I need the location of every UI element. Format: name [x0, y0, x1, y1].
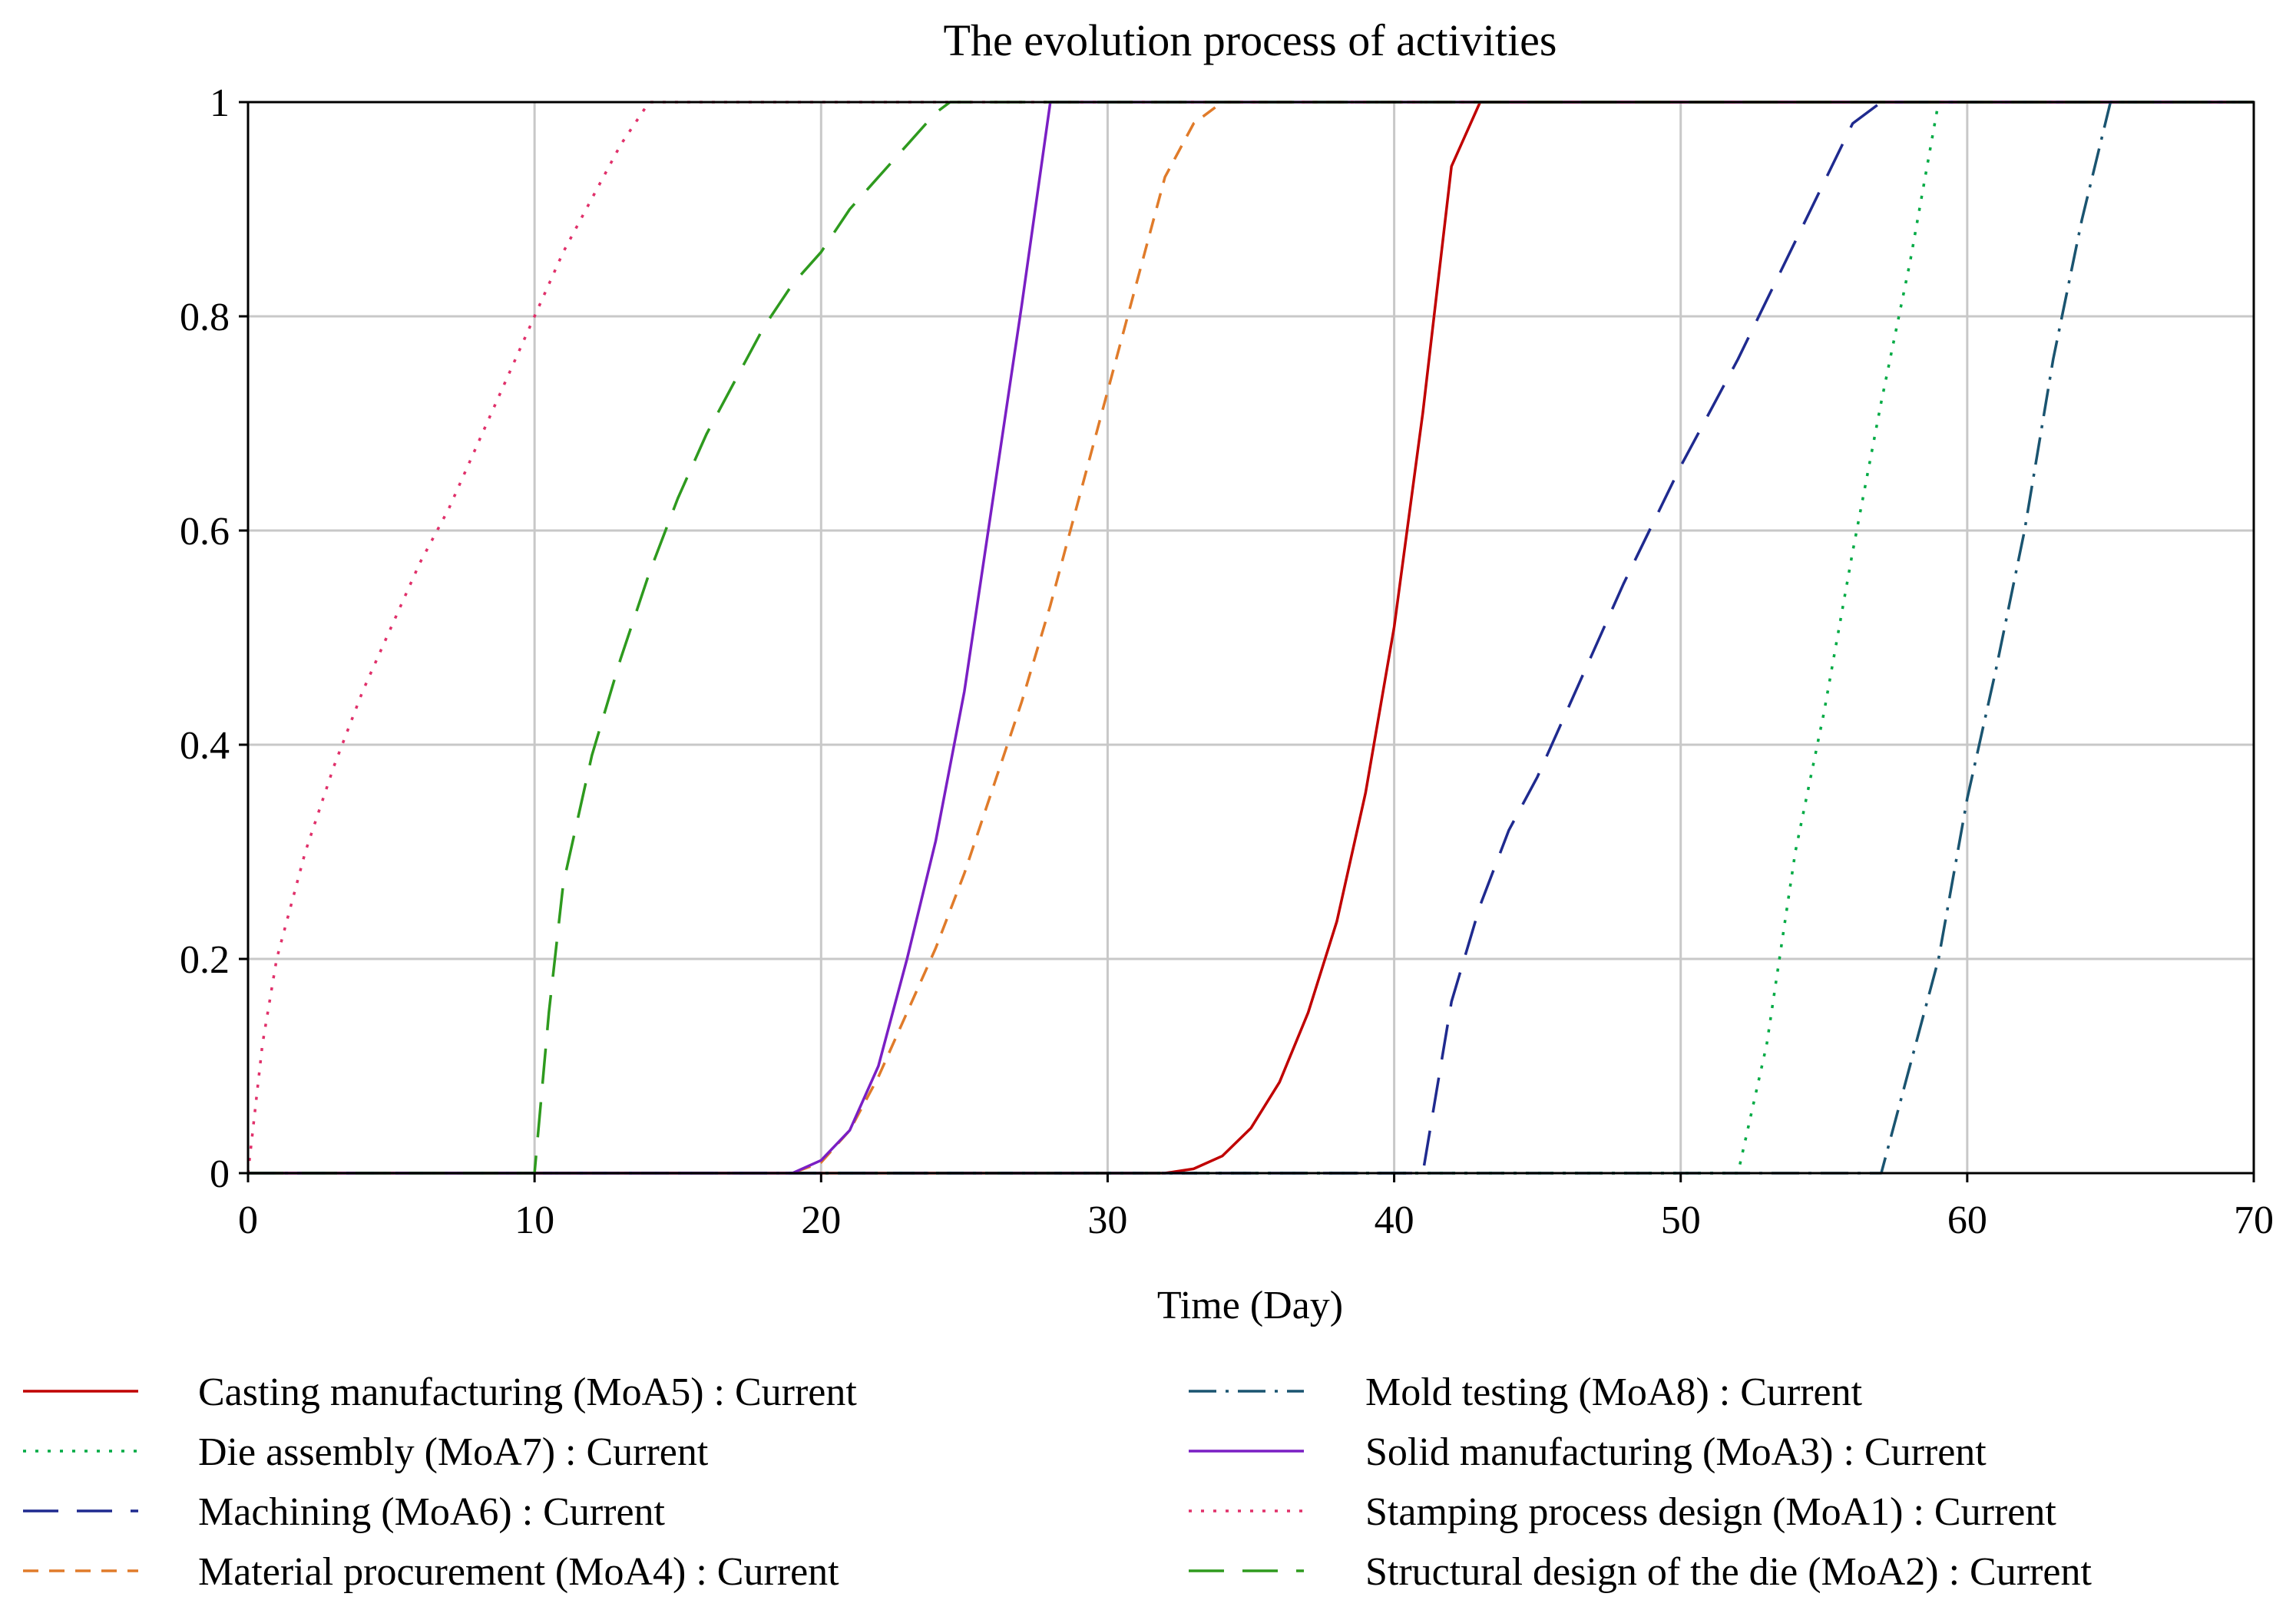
x-tick-label: 30: [1087, 1198, 1127, 1242]
legend-label: Solid manufacturing (MoA3) : Current: [1365, 1430, 1987, 1474]
series-line: [248, 101, 2254, 1175]
grid: [248, 102, 2254, 1173]
legend-label: Mold testing (MoA8) : Current: [1365, 1370, 1863, 1414]
x-axis-label: Time (Day): [1157, 1284, 1343, 1327]
x-tick-label: 60: [1947, 1198, 1987, 1242]
series-lines: [246, 101, 2254, 1175]
plot-frame: [246, 101, 2255, 1175]
legend-label: Stamping process design (MoA1) : Current: [1365, 1490, 2056, 1534]
legend-label: Machining (MoA6) : Current: [198, 1490, 666, 1534]
legend-label: Structural design of the die (MoA2) : Cu…: [1365, 1550, 2092, 1594]
y-tick-label: 1: [210, 81, 230, 125]
y-tick-label: 0.2: [180, 938, 230, 982]
x-tick-label: 40: [1375, 1198, 1414, 1242]
legend-label: Material procurement (MoA4) : Current: [198, 1550, 839, 1594]
x-tick-label: 20: [801, 1198, 841, 1242]
series-line: [248, 101, 2254, 1175]
series-line: [248, 101, 2254, 1175]
series-line: [248, 101, 2254, 1175]
chart-title: The evolution process of activities: [944, 15, 1557, 65]
y-tick-label: 0.4: [180, 724, 230, 768]
legend-label: Die assembly (MoA7) : Current: [198, 1430, 709, 1474]
y-tick-label: 0: [210, 1152, 230, 1196]
y-tick-label: 0.6: [180, 510, 230, 554]
x-tick-label: 70: [2234, 1198, 2274, 1242]
x-tick-label: 0: [238, 1198, 258, 1242]
series-line: [248, 101, 2254, 1175]
x-tick-label: 10: [514, 1198, 554, 1242]
x-axis-ticks: 0 10 20 30 40 50 60 70: [238, 1173, 2274, 1242]
y-axis-ticks: 0 0.2 0.4 0.6 0.8 1: [180, 81, 248, 1196]
legend: Casting manufacturing (MoA5) : Current Di…: [23, 1370, 2092, 1594]
legend-label: Casting manufacturing (MoA5) : Current: [198, 1370, 857, 1414]
y-tick-label: 0.8: [180, 296, 230, 339]
x-tick-label: 50: [1661, 1198, 1701, 1242]
